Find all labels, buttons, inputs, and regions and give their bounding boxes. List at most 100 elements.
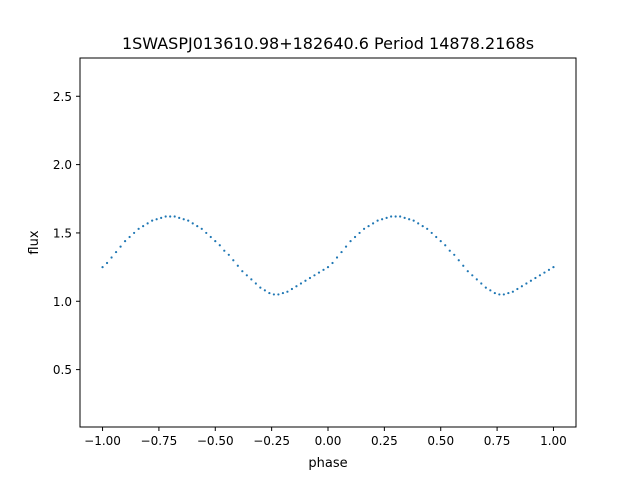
data-point [552,266,555,269]
data-point [426,227,429,230]
x-tick-label: 0.25 [371,434,398,448]
data-point [516,287,519,291]
data-point [295,285,298,288]
x-tick-label: 0.00 [315,434,342,448]
x-tick-label: −0.75 [141,434,178,448]
data-point [543,271,546,274]
x-axis-label: phase [308,456,347,471]
data-point [128,235,131,239]
data-point [462,264,465,267]
data-point [214,240,217,243]
data-point [205,231,208,235]
data-point [164,215,167,218]
x-tick-label: −0.25 [253,434,290,448]
data-point [169,215,172,218]
data-point [313,274,316,277]
data-point [385,216,388,219]
data-point [272,293,275,296]
data-point [182,218,185,221]
data-point [160,216,163,219]
y-tick-label: 2.0 [53,158,72,172]
data-point [254,282,257,285]
data-point [259,286,262,289]
y-tick-label: 0.5 [53,363,72,377]
data-point [498,293,501,296]
data-point [475,278,478,281]
data-point [191,222,194,225]
data-point [439,240,442,243]
data-point [304,279,307,282]
data-point [119,245,122,248]
data-point [286,290,289,293]
data-point [114,250,118,254]
data-point [155,218,158,221]
data-point [326,266,330,269]
data-point [480,282,483,285]
data-point [268,291,271,295]
x-tick-label: −0.50 [197,434,234,448]
x-tick-label: 1.00 [540,434,567,448]
data-point [367,225,370,228]
data-point [290,287,294,291]
data-point [173,215,176,218]
data-point [412,219,415,222]
y-axis-label: flux [27,230,42,254]
data-point [105,261,109,265]
data-point [223,249,226,252]
data-point [232,259,235,262]
data-point [353,235,357,239]
data-point [358,231,361,235]
data-point [344,245,348,248]
data-point [281,291,285,295]
data-point [408,218,411,221]
y-tick-label: 1.5 [53,226,72,240]
data-point [399,215,402,218]
data-point [299,282,303,285]
data-point [227,253,230,256]
data-point [123,240,127,243]
data-point [110,256,113,259]
data-point [489,289,492,292]
data-point [520,285,523,288]
y-tick-label: 2.5 [53,90,72,104]
chart-title: 1SWASPJ013610.98+182640.6 Period 14878.2… [122,34,534,53]
data-point [335,256,339,259]
data-point [417,222,420,225]
data-point [376,219,379,222]
data-point [146,222,149,225]
y-tick-label: 1.0 [53,295,72,309]
data-point [218,244,221,247]
data-point [484,286,487,289]
data-point [444,244,447,247]
data-point [453,253,456,256]
data-point [403,216,406,219]
data-point [538,274,542,277]
data-point [209,235,212,239]
data-point [137,227,140,230]
data-point [250,278,253,281]
data-point [534,276,537,280]
y-axis: 0.5 1.0 1.5 2.0 2.5 [53,90,80,377]
data-point [529,279,533,282]
x-tick-label: 0.50 [427,434,454,448]
data-point [241,270,244,273]
data-point [340,250,343,254]
data-point [200,227,203,230]
data-point [245,274,248,277]
data-point [371,222,375,225]
data-point [263,289,266,292]
data-point [435,235,438,239]
data-point [507,291,510,295]
data-point [349,240,352,243]
data-point [421,225,424,228]
data-point [390,215,393,218]
data-point [525,282,528,285]
data-point [448,249,451,252]
x-tick-label: 0.75 [484,434,511,448]
data-point [308,276,312,280]
data-point [381,218,384,221]
data-point [430,231,433,235]
data-point [317,271,321,274]
data-point [101,266,104,269]
